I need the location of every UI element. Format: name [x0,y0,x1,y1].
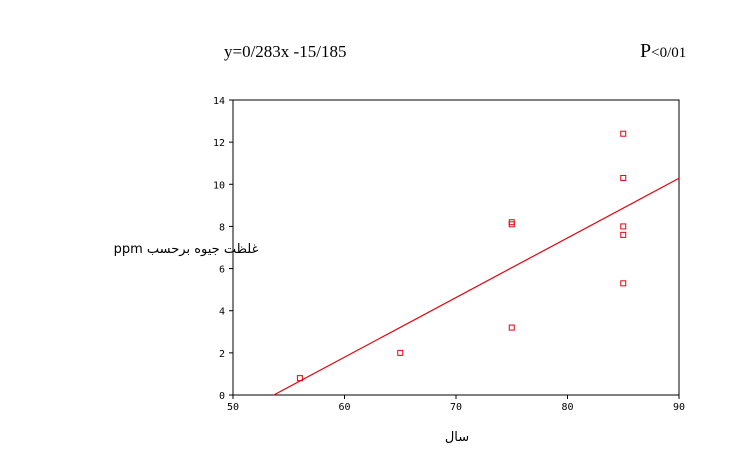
data-points [296,130,627,382]
y-tick-label: 14 [213,96,225,107]
x-tick-label: 70 [450,402,462,413]
plot-frame [232,99,680,396]
y-tick-label: 0 [219,391,225,402]
data-point [620,223,627,230]
x-tick-label: 80 [561,402,573,413]
p-value-rest: <0/01 [651,45,686,61]
regression-line [273,177,680,396]
data-point [508,221,515,228]
p-value-prefix: P [640,40,651,62]
data-point [620,231,627,238]
y-tick-label: 6 [219,265,225,276]
data-point [620,130,627,137]
x-tick-label: 50 [227,402,239,413]
regression-equation: y=0/283x -15/185 [224,42,346,61]
x-tick-label: 90 [673,402,685,413]
y-tick-label: 8 [219,222,225,233]
data-point [620,280,627,287]
y-axis-ticks: 0 2 4 6 8 10 12 14 [213,96,233,402]
data-point [508,324,515,331]
y-tick-label: 2 [219,349,225,360]
data-point [397,349,404,356]
x-axis-label: سال [445,430,469,445]
data-point [296,375,303,382]
y-tick-label: 10 [213,180,225,191]
y-tick-label: 4 [219,307,225,318]
y-axis-label: غلظت جیوه برحسب ppm [114,242,259,257]
x-axis-ticks: 50 60 70 80 90 [227,395,685,413]
data-point [620,174,627,181]
x-tick-label: 60 [338,402,350,413]
p-value: P<0/01 [640,40,686,62]
y-tick-label: 12 [213,138,225,149]
